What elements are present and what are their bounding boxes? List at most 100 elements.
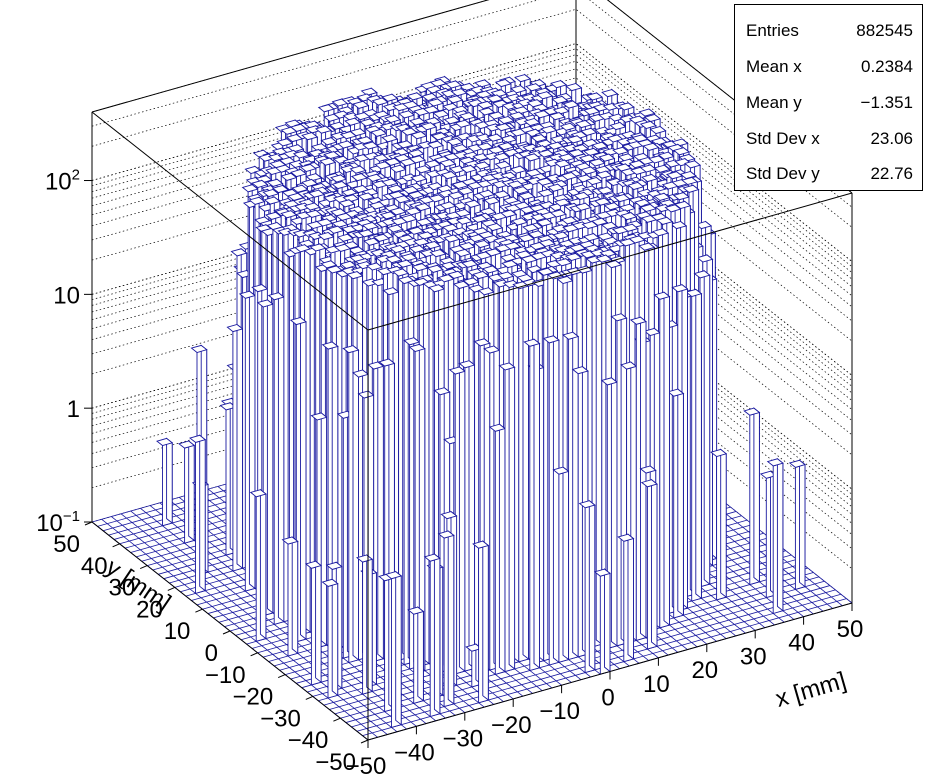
bar-top-face: [671, 138, 689, 147]
bar-top-face: [558, 153, 576, 162]
bar-top-face: [426, 140, 444, 149]
bar-top-face: [393, 195, 411, 204]
bar-top-face: [553, 198, 572, 207]
bar-top-face: [338, 199, 356, 208]
bar-top-face: [504, 241, 522, 250]
bar-top-face: [514, 74, 532, 83]
bar-top-face: [397, 110, 416, 119]
bar-top-face: [249, 489, 267, 498]
bar-top-face: [477, 189, 496, 198]
histogram-bar: [289, 316, 307, 643]
bar-side-face: [377, 361, 384, 660]
grid-line: [91, 88, 853, 308]
bar-top-face: [494, 160, 512, 169]
bar-top-face: [454, 209, 472, 218]
bar-top-face: [475, 133, 493, 142]
bar-top-face: [574, 202, 592, 211]
bar-top-face: [638, 108, 656, 117]
bar-top-face: [414, 203, 432, 212]
bar-top-face: [327, 225, 345, 234]
bar-top-face: [287, 144, 305, 153]
bar-top-face: [476, 142, 494, 151]
bar-top-face: [323, 151, 341, 160]
bar-top-face: [349, 165, 367, 174]
bar-top-face: [598, 153, 616, 162]
bar-top-face: [384, 114, 402, 123]
bar-top-face: [696, 254, 714, 263]
bar-top-face: [439, 159, 457, 168]
bar-top-face: [653, 192, 671, 201]
bar-top-face: [548, 112, 566, 121]
bar-top-face: [511, 217, 529, 226]
bar-top-face: [596, 186, 614, 195]
grid-line: [91, 174, 853, 394]
bar-top-face: [446, 95, 464, 104]
bar-top-face: [320, 260, 338, 269]
bar-top-face: [303, 202, 321, 211]
bar-top-face: [367, 361, 385, 370]
bar-top-face: [580, 166, 598, 175]
bar-side-face: [166, 437, 173, 524]
bar-top-face: [508, 111, 526, 120]
bar-side-face: [300, 316, 307, 641]
bar-top-face: [331, 181, 349, 190]
bar-top-face: [417, 231, 435, 240]
bar-top-face: [483, 196, 501, 205]
grid-line: [91, 54, 853, 273]
bar-top-face: [518, 191, 536, 200]
bar-top-face: [566, 135, 584, 144]
bar-top-face: [440, 171, 458, 180]
bar-top-face: [381, 134, 399, 143]
bar-top-face: [334, 243, 352, 252]
bar-top-face: [386, 224, 404, 233]
bar-top-face: [389, 245, 407, 254]
grid-line: [91, 68, 853, 288]
bar-top-face: [672, 192, 690, 201]
bar-side-face: [248, 290, 256, 590]
bar-top-face: [365, 262, 383, 271]
bar-top-face: [444, 80, 463, 89]
bar-top-face: [473, 161, 491, 170]
bar-top-face: [310, 412, 328, 421]
bar-top-face: [316, 218, 334, 227]
bar-top-face: [238, 290, 256, 299]
bar-top-face: [317, 104, 335, 113]
histogram-bar: [178, 440, 196, 544]
bar-top-face: [473, 240, 491, 249]
bar-top-face: [251, 284, 269, 293]
grid-line: [91, 202, 853, 421]
bar-top-face: [305, 209, 323, 218]
bar-top-face: [474, 79, 492, 88]
bar-side-face: [259, 488, 267, 640]
bar-top-face: [424, 159, 442, 168]
bar-top-face: [263, 196, 281, 205]
bar-top-face: [317, 232, 335, 241]
bar-top-face: [299, 163, 317, 172]
bar-side-face: [320, 411, 328, 647]
bar-top-face: [574, 120, 592, 129]
bar-top-face: [423, 241, 442, 250]
bar-top-face: [628, 160, 646, 169]
bar-side-face: [266, 298, 274, 614]
histogram-bar: [249, 488, 267, 642]
bar-top-face: [372, 233, 390, 242]
bar-top-face: [353, 112, 371, 121]
bar-top-face: [594, 197, 612, 206]
bar-top-face: [537, 188, 555, 197]
bar-top-face: [408, 155, 426, 164]
bar-top-face: [407, 190, 425, 199]
bar-top-face: [512, 186, 530, 195]
bar-top-face: [585, 177, 603, 186]
bar-top-face: [617, 102, 635, 111]
bar-top-face: [267, 292, 285, 301]
grid-line: [91, 216, 853, 436]
bar-top-face: [493, 190, 511, 199]
bar-top-face: [291, 184, 309, 193]
bar-top-face: [349, 128, 367, 137]
bar-top-face: [446, 137, 464, 146]
bar-top-face: [262, 189, 280, 198]
bar-top-face: [551, 224, 569, 233]
bar-top-face: [289, 317, 307, 326]
histogram-bar: [304, 560, 323, 686]
bar-top-face: [608, 113, 626, 122]
